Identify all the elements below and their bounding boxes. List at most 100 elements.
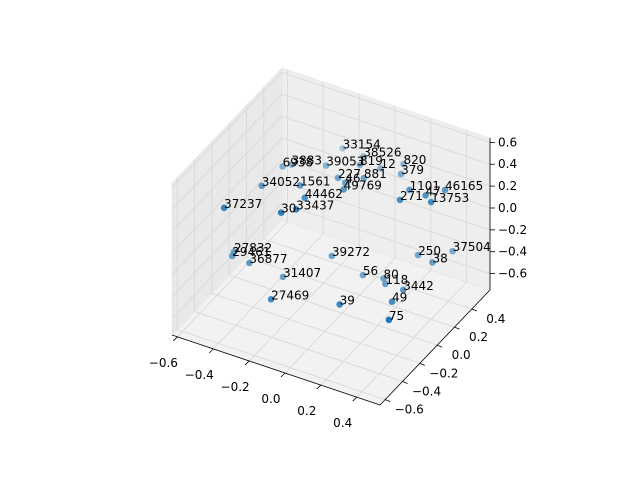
point-label: 3442 <box>403 279 434 293</box>
point-label: 118 <box>385 273 408 287</box>
grid-line <box>194 311 403 382</box>
grid-line <box>171 203 283 319</box>
point <box>385 316 393 324</box>
point <box>422 192 429 199</box>
x-tick-label: −0.2 <box>221 380 250 394</box>
grid-line <box>171 181 283 298</box>
grid-line <box>171 93 283 210</box>
point <box>441 186 449 194</box>
y-tick-label: 0.4 <box>486 312 505 326</box>
point-label: 49769 <box>344 178 382 192</box>
point-label: 37504 <box>453 240 491 254</box>
grid-line <box>281 115 491 187</box>
point <box>382 280 389 288</box>
grid-line <box>281 71 491 143</box>
grid-line <box>229 274 438 346</box>
point-label: 6938 <box>283 155 314 169</box>
point-label: 819 <box>360 154 383 168</box>
y-tick <box>454 326 460 330</box>
grid-line <box>171 159 283 276</box>
point <box>279 273 287 281</box>
grid-line <box>211 292 420 364</box>
x-axis <box>171 334 381 406</box>
point <box>277 209 285 216</box>
x-tick <box>208 348 214 354</box>
point-label: 881 <box>364 167 387 181</box>
point-label: 46165 <box>445 179 483 193</box>
point-label: 13753 <box>431 191 469 205</box>
point-label: 33154 <box>343 137 381 151</box>
point <box>246 259 253 267</box>
point-label: 44462 <box>305 187 343 201</box>
point <box>449 247 456 255</box>
z-tick-label: 0.0 <box>498 201 517 215</box>
point <box>267 295 275 303</box>
point-label: 1101 <box>409 179 440 193</box>
grid-line <box>281 181 491 253</box>
point <box>429 258 436 266</box>
point <box>340 186 347 193</box>
point <box>258 182 266 190</box>
point-label: 820 <box>403 153 426 167</box>
y-tick <box>385 399 391 402</box>
point <box>388 298 396 305</box>
point-label: 80 <box>383 267 398 281</box>
grid-line <box>281 159 491 231</box>
y-tick <box>471 308 477 312</box>
point <box>341 179 349 187</box>
point <box>296 182 304 189</box>
y-tick <box>402 381 408 384</box>
point <box>359 153 367 160</box>
y-tick-label: 0.0 <box>452 348 471 362</box>
z-tick-label: −0.2 <box>498 223 527 237</box>
z-tick-label: 0.4 <box>498 157 517 171</box>
point-label: 39272 <box>332 245 370 259</box>
point-label: 47 <box>426 184 441 198</box>
z-tick-label: −0.6 <box>498 267 527 281</box>
point-label: 39053 <box>326 155 364 169</box>
point-label: 37237 <box>224 197 262 211</box>
y-tick <box>437 344 443 348</box>
y-tick <box>419 362 425 366</box>
point <box>220 204 228 212</box>
point-label: 38526 <box>363 145 401 159</box>
point <box>339 145 346 152</box>
grid-line <box>171 72 283 188</box>
grid-line <box>246 256 455 328</box>
point <box>406 186 413 194</box>
z-tick-label: 0.2 <box>498 179 517 193</box>
point <box>359 271 367 279</box>
point <box>380 275 387 282</box>
y-tick-label: −0.6 <box>395 403 424 417</box>
point-label: 379 <box>401 163 424 177</box>
point <box>427 198 435 206</box>
grid-line <box>171 137 283 254</box>
point <box>397 170 405 178</box>
point-label: 46 <box>345 172 360 186</box>
point <box>301 194 309 202</box>
x-tick <box>316 384 322 390</box>
point-label: 75 <box>389 309 404 323</box>
point-label: 27469 <box>271 288 309 302</box>
x-tick-label: 0.2 <box>297 404 316 418</box>
x-tick-label: −0.6 <box>149 356 178 370</box>
x-tick-label: −0.4 <box>185 368 214 382</box>
point-label: 29461 <box>232 245 270 259</box>
point <box>336 301 343 308</box>
grid-line <box>281 203 491 274</box>
point <box>328 252 336 260</box>
point-label: 36877 <box>249 252 287 266</box>
y-tick-label: −0.2 <box>429 366 458 380</box>
point-label: 31407 <box>283 266 321 280</box>
point <box>356 161 364 169</box>
point-label: 3883 <box>291 154 322 168</box>
z-tick-label: −0.4 <box>498 245 527 259</box>
y-tick-label: −0.4 <box>412 384 441 398</box>
z-tick-label: 0.6 <box>498 135 517 149</box>
x-tick <box>280 372 286 378</box>
point <box>396 196 404 204</box>
point-label: 271 <box>400 189 423 203</box>
point-label: 56 <box>363 264 378 278</box>
point-label: 49 <box>392 291 407 305</box>
point <box>322 162 330 169</box>
